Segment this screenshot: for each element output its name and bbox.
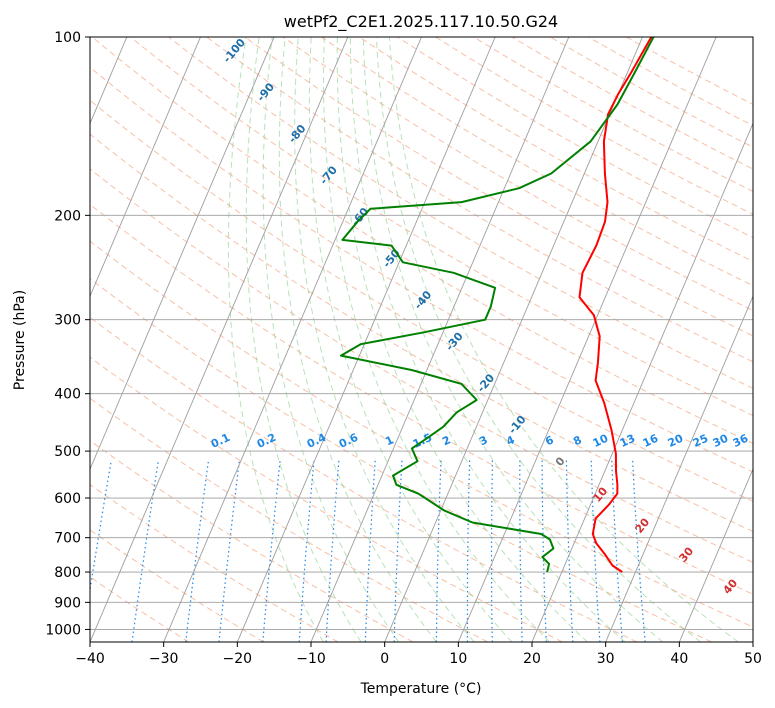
x-tick-label: 50 (744, 651, 762, 667)
dry-adiabat-line (90, 483, 339, 642)
mixing-ratio-label: 36 (731, 432, 751, 450)
y-tick-label: 300 (54, 313, 81, 329)
isotherm-line (384, 37, 643, 642)
moist-adiabat-line (388, 37, 739, 642)
x-tick-label: 0 (380, 651, 389, 667)
y-tick-label: 900 (54, 595, 81, 611)
y-tick-label: 800 (54, 565, 81, 581)
y-tick-label: 1000 (45, 622, 81, 638)
isotherm-line (605, 295, 753, 642)
mixing-ratio-line (519, 460, 523, 642)
mixing-ratio-line (541, 460, 547, 642)
dry-adiabat-line (90, 66, 753, 473)
moist-adiabat-line (349, 37, 626, 642)
dry-adiabat-line (168, 37, 753, 389)
mixing-ratio-label: 13 (618, 432, 637, 450)
mixing-ratio-line (298, 460, 315, 642)
isotherm-line (90, 37, 349, 642)
moist-adiabat-line (262, 37, 400, 642)
mixing-ratio-line (364, 460, 376, 642)
mixing-ratio-label: 25 (691, 432, 710, 450)
moist-adiabat-line (245, 37, 362, 642)
mixing-ratio-line (185, 460, 210, 642)
mixing-ratio-label: 20 (666, 432, 686, 450)
mixing-ratio-line (565, 460, 574, 642)
mixing-ratio-line (218, 460, 240, 642)
isotherm-line (90, 37, 275, 471)
x-tick-label: 20 (523, 651, 541, 667)
x-tick-label: −20 (223, 651, 253, 667)
temperature-profile-line (578, 37, 653, 573)
plot-frame (89, 36, 754, 643)
dry-adiabat-line (206, 37, 753, 363)
y-tick-label: 600 (54, 491, 81, 507)
isotherm-line (678, 467, 753, 642)
mixing-ratio-line (435, 460, 442, 642)
dry-adiabat-line (90, 440, 414, 642)
grid-lines (90, 37, 753, 642)
mixing-ratio-label: 30 (711, 432, 731, 450)
dry-adiabat-line (90, 316, 638, 642)
isotherm-line (310, 37, 570, 642)
moist-adiabat-line (227, 37, 324, 642)
y-tick-label: 400 (54, 387, 81, 403)
dry-adiabat-line (90, 240, 753, 628)
dry-adiabat-line (90, 168, 753, 563)
x-tick-label: 30 (597, 651, 615, 667)
moist-adiabat-line (294, 37, 475, 642)
y-tick-label: 700 (54, 531, 81, 547)
mixing-ratio-label: 10 (591, 432, 611, 450)
moist-adiabat-line (322, 37, 550, 642)
dewpoint-profile-line (340, 37, 655, 573)
dry-adiabat-line (91, 37, 753, 444)
moist-adiabat-line (336, 37, 588, 642)
mixing-ratio-label: 16 (641, 432, 661, 450)
dry-adiabat-line (90, 203, 753, 595)
isotherm-line (531, 122, 753, 642)
mixing-ratio-line (466, 460, 471, 642)
axes: −40 −30 −20 −10 0 10 20 30 40 50 1000 900 800 700 600 5… (45, 30, 762, 667)
mixing-ratio-line (632, 460, 646, 642)
moist-adiabat-line (278, 37, 437, 642)
isotherm-line (90, 37, 201, 298)
profile-series (340, 37, 655, 573)
mixing-ratio-line (590, 460, 601, 642)
y-tick-label: 100 (54, 30, 81, 46)
x-tick-label: 40 (670, 651, 688, 667)
y-tick-label: 200 (54, 208, 81, 224)
mixing-ratio-line (611, 460, 623, 642)
moist-adiabat-line (375, 37, 701, 642)
isotherm-line (236, 37, 496, 642)
x-tick-label: −40 (75, 651, 105, 667)
mixing-ratio-line (262, 460, 281, 642)
y-axis-label: Pressure (hPa) (12, 290, 28, 390)
x-axis-label: Temperature (°C) (360, 681, 482, 697)
isotherm-line (457, 37, 717, 642)
mixing-ratio-line (393, 460, 403, 642)
moist-adiabat-line (308, 37, 513, 642)
mixing-ratio-line (325, 460, 340, 642)
x-tick-label: −30 (149, 651, 179, 667)
dry-adiabat-line (90, 356, 563, 642)
x-tick-label: −10 (296, 651, 326, 667)
y-tick-label: 500 (54, 444, 81, 460)
x-tick-label: 10 (449, 651, 467, 667)
mixing-ratio-line (90, 460, 112, 594)
mixing-ratio-line (490, 460, 493, 642)
isotherm-line (163, 37, 422, 642)
chart-title: wetPf2_C2E1.2025.117.10.50.G24 (284, 12, 558, 32)
background-lines (90, 37, 753, 642)
